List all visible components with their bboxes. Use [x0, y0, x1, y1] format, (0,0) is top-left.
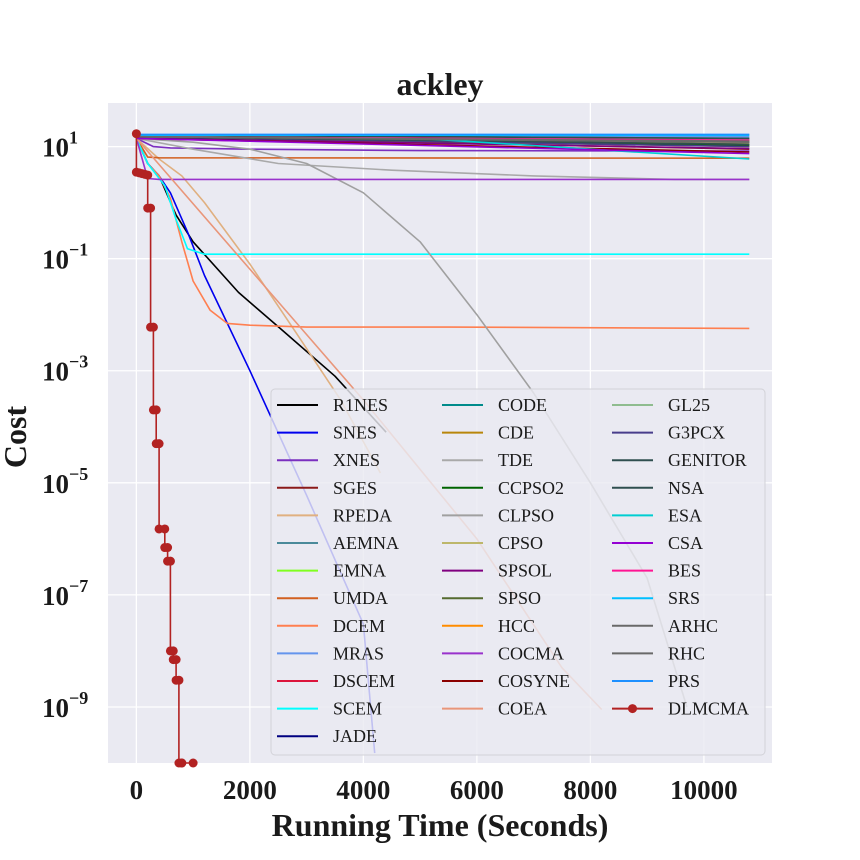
- legend-label: COEA: [498, 699, 547, 719]
- series-point-dlmcma: [148, 322, 158, 332]
- legend-label: SRS: [668, 588, 700, 608]
- legend-label: NSA: [668, 478, 704, 498]
- series-point-dlmcma: [131, 129, 141, 139]
- legend-label: TDE: [498, 450, 533, 470]
- x-tick-label: 2000: [223, 775, 277, 805]
- legend-label: UMDA: [333, 588, 388, 608]
- series-point-dlmcma: [143, 170, 153, 180]
- legend-label: SGES: [333, 478, 377, 498]
- y-tick-labels: 101 10−1 10−3 10−5 10−7 10−9: [42, 128, 88, 723]
- chart-title: ackley: [396, 66, 483, 102]
- legend-marker: [628, 704, 637, 714]
- series-point-dlmcma: [177, 758, 187, 768]
- y-tick-label: 101: [42, 128, 78, 163]
- x-tick-label: 6000: [450, 775, 504, 805]
- series-point-dlmcma: [151, 405, 161, 415]
- series-line-xnes: [136, 137, 750, 152]
- series-line-dcem: [135, 138, 750, 330]
- legend-label: MRAS: [333, 643, 384, 663]
- legend-label: BES: [668, 561, 701, 581]
- legend-label: ARHC: [668, 616, 718, 636]
- legend-label: R1NES: [333, 395, 388, 415]
- legend-label: XNES: [333, 450, 380, 470]
- y-axis-label: Cost: [0, 406, 33, 469]
- legend: R1NES SNES XNES SGES RPEDA AEMNA EMNA UMDA DCEM M…: [270, 388, 766, 756]
- legend-label: HCC: [498, 616, 535, 636]
- series-point-dlmcma: [146, 203, 156, 213]
- legend-label: CCPSO2: [498, 478, 564, 498]
- legend-label: CLPSO: [498, 505, 554, 525]
- x-tick-label: 10000: [670, 775, 738, 805]
- legend-label: DCEM: [333, 616, 385, 636]
- legend-label: CDE: [498, 423, 534, 443]
- legend-label: CSA: [668, 533, 703, 553]
- legend-label: COSYNE: [498, 671, 570, 691]
- x-tick-label: 0: [130, 775, 144, 805]
- legend-label: DLMCMA: [668, 699, 749, 719]
- series-point-dlmcma: [174, 675, 184, 685]
- legend-label: SCEM: [333, 699, 382, 719]
- y-tick-label: 10−3: [42, 352, 88, 387]
- legend-label: RPEDA: [333, 505, 392, 525]
- legend-label: CPSO: [498, 533, 543, 553]
- legend-label: G3PCX: [668, 423, 725, 443]
- y-tick-label: 10−9: [42, 688, 88, 723]
- legend-label: SNES: [333, 423, 377, 443]
- legend-label: GL25: [668, 395, 710, 415]
- x-tick-label: 4000: [336, 775, 390, 805]
- legend-label: ESA: [668, 505, 702, 525]
- legend-label: PRS: [668, 671, 700, 691]
- legend-label: DSCEM: [333, 671, 395, 691]
- y-tick-label: 10−7: [42, 576, 88, 611]
- series-point-dlmcma: [154, 439, 164, 449]
- x-axis-label: Running Time (Seconds): [272, 807, 609, 843]
- legend-box: [270, 388, 766, 756]
- series-point-dlmcma: [163, 543, 173, 553]
- series-point-dlmcma: [168, 646, 178, 656]
- legend-label: JADE: [333, 726, 377, 746]
- legend-label: COCMA: [498, 643, 564, 663]
- series-point-dlmcma: [188, 758, 198, 768]
- series-line-scem: [135, 138, 750, 255]
- series-point-dlmcma: [165, 556, 175, 566]
- legend-label: RHC: [668, 643, 705, 663]
- legend-label: CODE: [498, 395, 547, 415]
- series-point-dlmcma: [160, 524, 170, 534]
- legend-label: SPSOL: [498, 561, 552, 581]
- series-line-cocma: [135, 138, 750, 181]
- legend-label: GENITOR: [668, 450, 747, 470]
- legend-label: AEMNA: [333, 533, 399, 553]
- legend-label: SPSO: [498, 588, 541, 608]
- legend-label: EMNA: [333, 561, 386, 581]
- x-tick-labels: 0 2000 4000 6000 8000 10000: [130, 775, 738, 805]
- x-tick-label: 8000: [563, 775, 617, 805]
- series-line-rhc: [136, 135, 750, 142]
- y-tick-label: 10−5: [42, 464, 88, 499]
- series-point-dlmcma: [171, 655, 181, 665]
- y-tick-label: 10−1: [42, 240, 88, 275]
- series-line-csa: [136, 137, 750, 155]
